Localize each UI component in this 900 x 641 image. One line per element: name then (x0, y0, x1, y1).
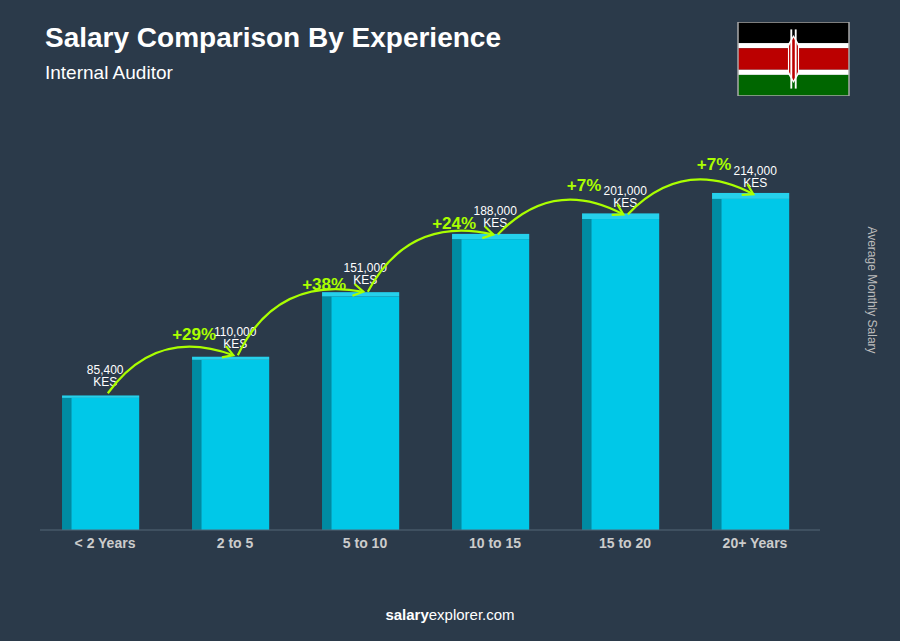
html-text:Salary Comparison By Experienc: Salary Comparison By Experience (45, 22, 501, 53)
svg-text:214,000KES: 214,000KES (734, 164, 778, 190)
svg-text:110,000KES: 110,000KES (214, 325, 257, 351)
svg-text:151,000KES: 151,000KES (344, 261, 388, 287)
svg-text:20+ Years: 20+ Years (723, 535, 788, 551)
svg-text:2 to 5: 2 to 5 (217, 535, 254, 551)
svg-text:+7%: +7% (697, 155, 732, 174)
svg-text:+24%: +24% (432, 214, 476, 233)
svg-text:188,000KES: 188,000KES (474, 204, 518, 230)
svg-text:10 to 15: 10 to 15 (469, 535, 521, 551)
svg-text:+29%: +29% (172, 325, 216, 344)
svg-text:85,400KES: 85,400KES (87, 363, 124, 389)
svg-text:5 to 10: 5 to 10 (343, 535, 388, 551)
svg-text:+7%: +7% (567, 176, 602, 195)
svg-text:+38%: +38% (302, 275, 346, 294)
svg-text:201,000KES: 201,000KES (604, 184, 648, 210)
html-text:Average Monthly Salary: Average Monthly Salary (865, 226, 879, 354)
html-text:salary explorer.com: salary explorer.com (385, 606, 515, 623)
html-text:Internal Auditor: Internal Auditor (45, 62, 173, 83)
svg-text:15 to 20: 15 to 20 (599, 535, 651, 551)
svg-text:< 2 Years: < 2 Years (75, 535, 136, 551)
